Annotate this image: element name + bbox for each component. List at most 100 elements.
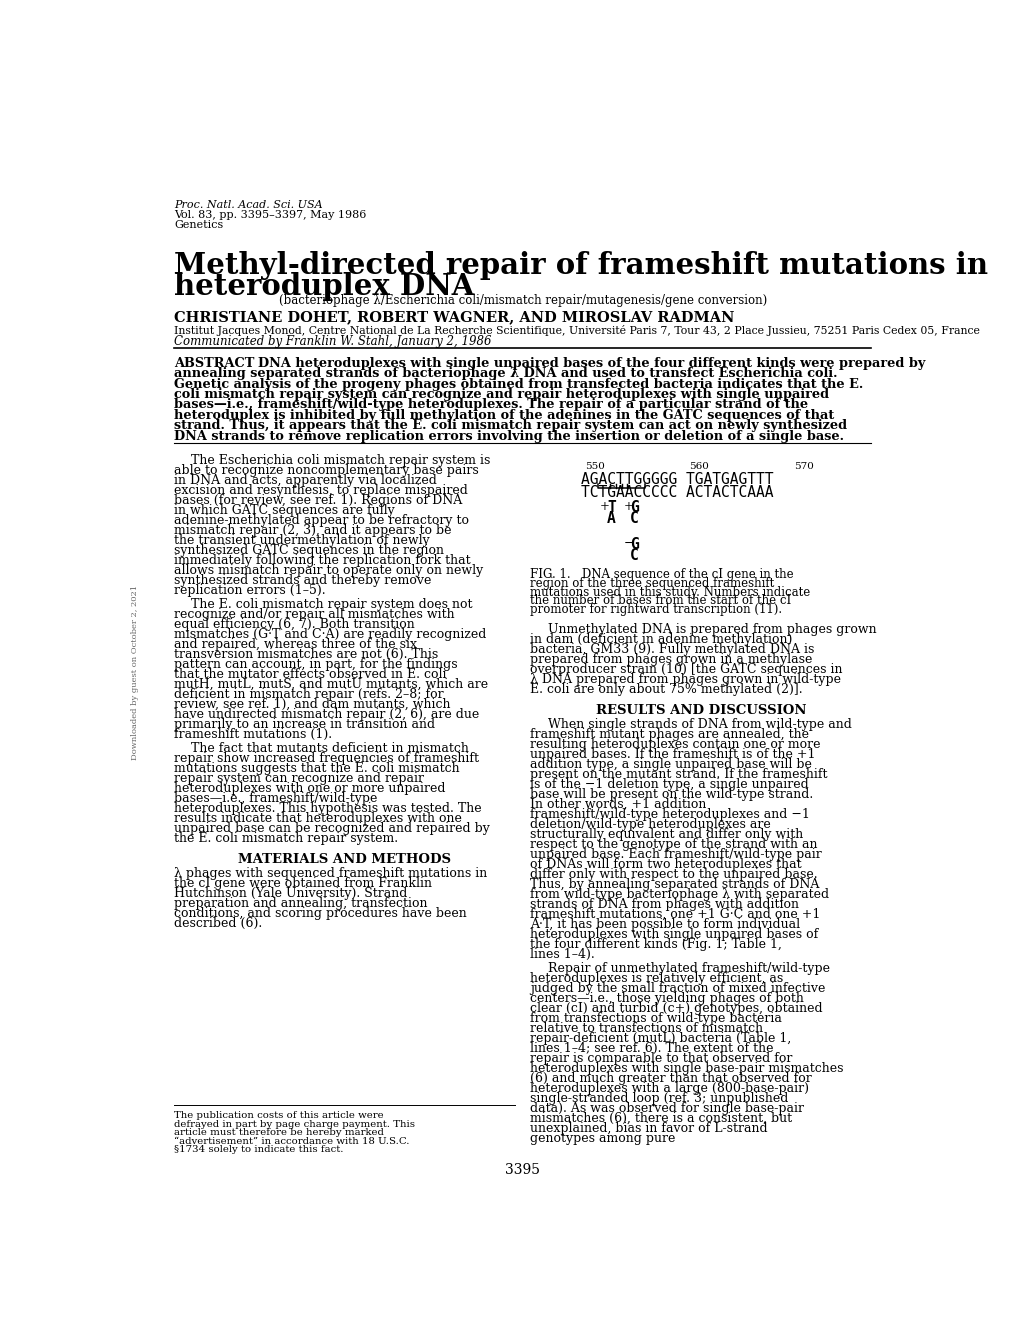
Text: base will be present on the wild-type strand.: base will be present on the wild-type st… (530, 788, 813, 801)
Text: mismatches (6), there is a consistent, but: mismatches (6), there is a consistent, b… (530, 1111, 792, 1125)
Text: judged by the small fraction of mixed infective: judged by the small fraction of mixed in… (530, 982, 825, 994)
Text: mismatches (G·T and C·A) are readily recognized: mismatches (G·T and C·A) are readily rec… (174, 628, 486, 642)
Text: unpaired base can be recognized and repaired by: unpaired base can be recognized and repa… (174, 823, 489, 835)
Text: data). As was observed for single base-pair: data). As was observed for single base-p… (530, 1102, 804, 1115)
Text: bases—i.e., frameshift/wild-type: bases—i.e., frameshift/wild-type (174, 792, 377, 805)
Text: of DNAs will form two heteroduplexes that: of DNAs will form two heteroduplexes tha… (530, 857, 801, 870)
Text: defrayed in part by page charge payment. This: defrayed in part by page charge payment.… (174, 1119, 415, 1129)
Text: replication errors (1–5).: replication errors (1–5). (174, 584, 325, 598)
Text: genotypes among pure: genotypes among pure (530, 1131, 676, 1145)
Text: TCTGAACCCCC ACTACTCAAA: TCTGAACCCCC ACTACTCAAA (580, 484, 772, 499)
Text: DNA strands to remove replication errors involving the insertion or deletion of : DNA strands to remove replication errors… (174, 430, 843, 443)
Text: Methyl-directed repair of frameshift mutations in: Methyl-directed repair of frameshift mut… (174, 250, 987, 280)
Text: mutH, mutL, mutS, and mutU mutants, which are: mutH, mutL, mutS, and mutU mutants, whic… (174, 677, 488, 691)
Text: structurally equivalent and differ only with: structurally equivalent and differ only … (530, 828, 803, 841)
Text: centers—i.e., those yielding phages of both: centers—i.e., those yielding phages of b… (530, 992, 804, 1005)
Text: the number of bases from the start of the cI: the number of bases from the start of th… (530, 595, 791, 607)
Text: relative to transfections of mismatch: relative to transfections of mismatch (530, 1022, 763, 1034)
Text: the cI gene were obtained from Franklin: the cI gene were obtained from Franklin (174, 877, 432, 889)
Text: heteroduplexes is relatively efficient, as: heteroduplexes is relatively efficient, … (530, 972, 783, 985)
Text: (bacteriophage λ/Escherichia coli/mismatch repair/mutagenesis/gene conversion): (bacteriophage λ/Escherichia coli/mismat… (278, 294, 766, 306)
Text: The Escherichia coli mismatch repair system is: The Escherichia coli mismatch repair sys… (191, 454, 490, 467)
Text: is of the −1 deletion type, a single unpaired: is of the −1 deletion type, a single unp… (530, 777, 808, 791)
Text: primarily to an increase in transition and: primarily to an increase in transition a… (174, 717, 435, 731)
Text: present on the mutant strand. If the frameshift: present on the mutant strand. If the fra… (530, 768, 827, 781)
Text: overproducer strain (10) [the GATC sequences in: overproducer strain (10) [the GATC seque… (530, 663, 842, 676)
Text: unpaired bases. If the frameshift is of the +1: unpaired bases. If the frameshift is of … (530, 748, 815, 760)
Text: able to recognize noncomplementary base pairs: able to recognize noncomplementary base … (174, 465, 478, 476)
Text: AGACTTGGGGG TGATGAGTTT: AGACTTGGGGG TGATGAGTTT (580, 473, 772, 487)
Text: mismatch repair (2, 3), and it appears to be: mismatch repair (2, 3), and it appears t… (174, 524, 451, 536)
Text: deficient in mismatch repair (refs. 2–8; for: deficient in mismatch repair (refs. 2–8;… (174, 688, 443, 701)
Text: the transient undermethylation of newly: the transient undermethylation of newly (174, 534, 429, 547)
Text: “advertisement” in accordance with 18 U.S.C.: “advertisement” in accordance with 18 U.… (174, 1137, 409, 1146)
Text: mutations used in this study. Numbers indicate: mutations used in this study. Numbers in… (530, 586, 810, 599)
Text: preparation and annealing, transfection: preparation and annealing, transfection (174, 897, 427, 909)
Text: lines 1–4).: lines 1–4). (530, 948, 595, 961)
Text: unexplained, bias in favor of L-strand: unexplained, bias in favor of L-strand (530, 1122, 767, 1135)
Text: described (6).: described (6). (174, 917, 262, 929)
Text: from transfections of wild-type bacteria: from transfections of wild-type bacteria (530, 1012, 782, 1025)
Text: G: G (630, 500, 639, 515)
Text: addition type, a single unpaired base will be: addition type, a single unpaired base wi… (530, 757, 811, 771)
Text: C: C (630, 548, 639, 563)
Text: coli mismatch repair system can recognize and repair heteroduplexes with single : coli mismatch repair system can recogniz… (174, 389, 828, 401)
Text: 570: 570 (793, 462, 813, 471)
Text: article must therefore be hereby marked: article must therefore be hereby marked (174, 1129, 383, 1138)
Text: T: T (606, 500, 615, 515)
Text: bases—i.e., frameshift/wild-type heteroduplexes. The repair of a particular stra: bases—i.e., frameshift/wild-type heterod… (174, 398, 807, 411)
Text: 550: 550 (584, 462, 604, 471)
Text: respect to the genotype of the strand with an: respect to the genotype of the strand wi… (530, 837, 817, 851)
Text: bacteria, GM33 (9). Fully methylated DNA is: bacteria, GM33 (9). Fully methylated DNA… (530, 643, 814, 656)
Text: immediately following the replication fork that: immediately following the replication fo… (174, 554, 470, 567)
Text: conditions, and scoring procedures have been: conditions, and scoring procedures have … (174, 906, 467, 920)
Text: in DNA and acts, apparently via localized: in DNA and acts, apparently via localize… (174, 474, 436, 487)
Text: allows mismatch repair to operate only on newly: allows mismatch repair to operate only o… (174, 564, 483, 576)
Text: the E. coli mismatch repair system.: the E. coli mismatch repair system. (174, 832, 397, 845)
Text: Proc. Natl. Acad. Sci. USA: Proc. Natl. Acad. Sci. USA (174, 200, 322, 210)
Text: E. coli are only about 75% methylated (2)].: E. coli are only about 75% methylated (2… (530, 683, 802, 696)
Text: λ phages with sequenced frameshift mutations in: λ phages with sequenced frameshift mutat… (174, 866, 487, 880)
Text: Communicated by Franklin W. Stahl, January 2, 1986: Communicated by Franklin W. Stahl, Janua… (174, 335, 491, 349)
Text: Downloaded by guest on October 2, 2021: Downloaded by guest on October 2, 2021 (131, 584, 140, 760)
Text: 560: 560 (689, 462, 708, 471)
Text: −: − (623, 536, 633, 550)
Text: strand. Thus, it appears that the E. coli mismatch repair system can act on newl: strand. Thus, it appears that the E. col… (174, 419, 847, 433)
Text: heteroduplexes with a large (800-base-pair): heteroduplexes with a large (800-base-pa… (530, 1082, 809, 1095)
Text: annealing separated strands of bacteriophage λ DNA and used to transfect Escheri: annealing separated strands of bacteriop… (174, 367, 837, 381)
Text: 3395: 3395 (504, 1163, 540, 1177)
Text: unpaired base. Each frameshift/wild-type pair: unpaired base. Each frameshift/wild-type… (530, 848, 821, 861)
Text: that the mutator effects observed in E. coli: that the mutator effects observed in E. … (174, 668, 446, 681)
Text: from wild-type bacteriophage λ with separated: from wild-type bacteriophage λ with sepa… (530, 888, 828, 901)
Text: adenine-methylated appear to be refractory to: adenine-methylated appear to be refracto… (174, 514, 469, 527)
Text: excision and resynthesis, to replace mispaired: excision and resynthesis, to replace mis… (174, 484, 468, 496)
Text: G: G (630, 536, 639, 552)
Text: The fact that mutants deficient in mismatch: The fact that mutants deficient in misma… (191, 741, 469, 755)
Text: results indicate that heteroduplexes with one: results indicate that heteroduplexes wit… (174, 812, 462, 825)
Text: heteroduplexes with one or more unpaired: heteroduplexes with one or more unpaired (174, 781, 445, 795)
Text: the four different kinds (Fig. 1; Table 1,: the four different kinds (Fig. 1; Table … (530, 938, 782, 950)
Text: Thus, by annealing separated strands of DNA: Thus, by annealing separated strands of … (530, 877, 819, 890)
Text: synthesized GATC sequences in the region: synthesized GATC sequences in the region (174, 544, 443, 556)
Text: heteroduplexes with single unpaired bases of: heteroduplexes with single unpaired base… (530, 928, 818, 941)
Text: (6) and much greater than that observed for: (6) and much greater than that observed … (530, 1071, 811, 1085)
Text: heteroduplex DNA: heteroduplex DNA (174, 272, 474, 301)
Text: Vol. 83, pp. 3395–3397, May 1986: Vol. 83, pp. 3395–3397, May 1986 (174, 210, 366, 220)
Text: Genetic analysis of the progeny phages obtained from transfected bacteria indica: Genetic analysis of the progeny phages o… (174, 378, 862, 390)
Text: DNA heteroduplexes with single unpaired bases of the four different kinds were p: DNA heteroduplexes with single unpaired … (258, 357, 924, 370)
Text: bases (for review, see ref. 1). Regions of DNA: bases (for review, see ref. 1). Regions … (174, 494, 462, 507)
Text: recognize and/or repair all mismatches with: recognize and/or repair all mismatches w… (174, 608, 454, 620)
Text: differ only with respect to the unpaired base.: differ only with respect to the unpaired… (530, 868, 817, 881)
Text: frameshift mutant phages are annealed, the: frameshift mutant phages are annealed, t… (530, 728, 809, 740)
Text: A·T, it has been possible to form individual: A·T, it has been possible to form indivi… (530, 918, 800, 930)
Text: have undirected mismatch repair (2, 6), are due: have undirected mismatch repair (2, 6), … (174, 708, 479, 721)
Text: synthesized strands and thereby remove: synthesized strands and thereby remove (174, 574, 431, 587)
Text: FIG. 1.   DNA sequence of the cI gene in the: FIG. 1. DNA sequence of the cI gene in t… (530, 568, 794, 580)
Text: RESULTS AND DISCUSSION: RESULTS AND DISCUSSION (595, 704, 805, 716)
Text: prepared from phages grown in a methylase: prepared from phages grown in a methylas… (530, 654, 812, 666)
Text: CHRISTIANE DOHET, ROBERT WAGNER, AND MIROSLAV RADMAN: CHRISTIANE DOHET, ROBERT WAGNER, AND MIR… (174, 310, 734, 325)
Text: heteroduplexes with single base-pair mismatches: heteroduplexes with single base-pair mis… (530, 1062, 843, 1074)
Text: review, see ref. 1), and dam mutants, which: review, see ref. 1), and dam mutants, wh… (174, 697, 450, 711)
Text: single-stranded loop (ref. 3; unpublished: single-stranded loop (ref. 3; unpublishe… (530, 1091, 788, 1105)
Text: The publication costs of this article were: The publication costs of this article we… (174, 1111, 383, 1121)
